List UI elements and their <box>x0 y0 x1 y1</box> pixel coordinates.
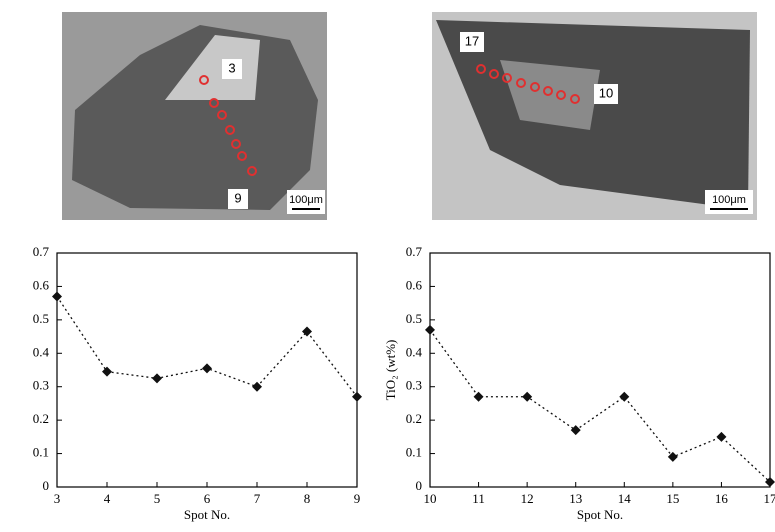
x-tick-label: 15 <box>666 491 679 506</box>
x-tick-label: 13 <box>569 491 582 506</box>
data-line <box>57 296 357 396</box>
scale-label: 100μm <box>289 194 323 206</box>
y-tick-label: 0.6 <box>406 277 423 292</box>
x-tick-label: 12 <box>521 491 534 506</box>
data-point <box>716 432 726 442</box>
spot-label: 3 <box>228 60 235 75</box>
x-tick-label: 14 <box>618 491 632 506</box>
y-tick-label: 0.3 <box>33 378 49 393</box>
x-axis-label: Spot No. <box>577 507 623 522</box>
data-point <box>202 363 212 373</box>
y-tick-label: 0.1 <box>33 445 49 460</box>
y-tick-label: 0.1 <box>406 445 422 460</box>
x-tick-label: 10 <box>424 491 437 506</box>
x-tick-label: 16 <box>715 491 729 506</box>
data-point <box>102 367 112 377</box>
data-point <box>522 392 532 402</box>
y-axis-label: TiO₂ (wt%) <box>383 340 398 401</box>
spot-label: 9 <box>234 190 241 205</box>
data-point <box>425 325 435 335</box>
spot-label: 17 <box>465 33 479 48</box>
x-tick-label: 3 <box>54 491 61 506</box>
data-point <box>152 373 162 383</box>
data-line <box>430 330 770 482</box>
x-tick-label: 4 <box>104 491 111 506</box>
x-tick-label: 7 <box>254 491 261 506</box>
y-tick-label: 0.7 <box>33 244 50 259</box>
y-tick-label: 0.6 <box>33 277 50 292</box>
x-tick-label: 17 <box>764 491 775 506</box>
y-tick-label: 0.4 <box>406 344 423 359</box>
y-tick-label: 0.5 <box>406 311 422 326</box>
data-point <box>252 382 262 392</box>
y-tick-label: 0.2 <box>406 411 422 426</box>
y-tick-label: 0.3 <box>406 378 422 393</box>
data-point <box>474 392 484 402</box>
x-tick-label: 5 <box>154 491 161 506</box>
data-point <box>52 291 62 301</box>
figure: 3 9 100μm 17 10 100μm 0 0.1 0.2 0.3 0.4 0.5 0.… <box>0 0 775 527</box>
data-point <box>619 392 629 402</box>
y-tick-label: 0 <box>43 478 50 493</box>
y-tick-label: 0.7 <box>406 244 423 259</box>
scale-label: 100μm <box>712 194 746 206</box>
x-tick-label: 8 <box>304 491 311 506</box>
y-tick-label: 0.2 <box>33 411 49 426</box>
y-tick-label: 0.5 <box>33 311 49 326</box>
x-tick-label: 11 <box>472 491 485 506</box>
y-tick-label: 0.4 <box>33 344 50 359</box>
x-tick-label: 9 <box>354 491 361 506</box>
x-axis-label: Spot No. <box>184 507 230 522</box>
data-point <box>571 425 581 435</box>
plot-frame <box>430 253 770 487</box>
spot-label: 10 <box>599 85 613 100</box>
data-point <box>302 327 312 337</box>
x-tick-label: 6 <box>204 491 211 506</box>
y-tick-label: 0 <box>416 478 423 493</box>
